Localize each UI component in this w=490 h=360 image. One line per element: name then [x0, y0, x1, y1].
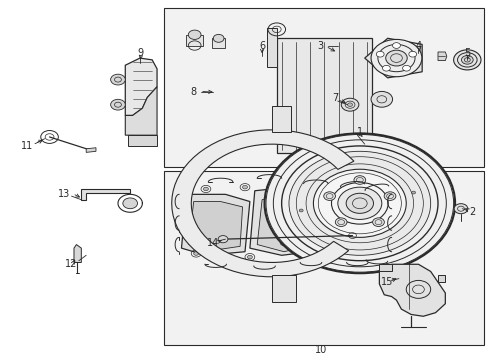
Circle shape [188, 30, 201, 40]
Circle shape [371, 40, 422, 77]
Circle shape [111, 99, 125, 110]
Circle shape [289, 151, 431, 255]
Circle shape [347, 103, 352, 107]
Circle shape [194, 252, 198, 255]
Polygon shape [277, 39, 372, 153]
Circle shape [386, 50, 407, 66]
Circle shape [218, 235, 228, 243]
Circle shape [372, 218, 384, 226]
Circle shape [376, 51, 384, 57]
Text: 12: 12 [65, 259, 78, 269]
Polygon shape [379, 264, 392, 271]
Polygon shape [74, 244, 81, 262]
Circle shape [354, 176, 366, 184]
Circle shape [111, 74, 125, 85]
Text: 10: 10 [315, 345, 327, 355]
Circle shape [384, 192, 396, 201]
Circle shape [296, 184, 301, 187]
Polygon shape [326, 193, 382, 255]
Text: 8: 8 [191, 87, 197, 97]
Circle shape [341, 98, 359, 111]
Text: 6: 6 [259, 41, 265, 50]
Circle shape [392, 42, 400, 48]
Text: 2: 2 [469, 207, 475, 217]
Polygon shape [438, 52, 447, 60]
Bar [164, 8, 485, 167]
Circle shape [462, 55, 473, 64]
Circle shape [314, 169, 406, 237]
Text: 13: 13 [58, 189, 71, 199]
Text: 14: 14 [207, 238, 220, 248]
Circle shape [311, 255, 316, 259]
Polygon shape [189, 202, 243, 250]
Polygon shape [125, 58, 157, 116]
Circle shape [383, 66, 391, 71]
Circle shape [265, 134, 455, 273]
Polygon shape [272, 107, 292, 132]
Circle shape [243, 185, 247, 189]
Polygon shape [172, 130, 354, 277]
Text: 9: 9 [137, 48, 143, 58]
Circle shape [299, 209, 303, 212]
Circle shape [335, 218, 347, 226]
Bar [164, 171, 485, 345]
Polygon shape [128, 135, 157, 146]
Polygon shape [267, 28, 277, 67]
Circle shape [403, 66, 411, 71]
Polygon shape [250, 187, 314, 255]
Circle shape [384, 252, 389, 255]
Polygon shape [181, 194, 250, 255]
Circle shape [412, 191, 416, 194]
Polygon shape [292, 153, 357, 167]
Polygon shape [272, 275, 296, 302]
Polygon shape [81, 189, 130, 200]
Circle shape [454, 204, 468, 214]
Text: 1: 1 [357, 127, 363, 136]
Circle shape [371, 91, 392, 107]
Polygon shape [212, 39, 225, 48]
Polygon shape [365, 38, 422, 78]
Circle shape [247, 255, 252, 259]
Circle shape [338, 187, 382, 220]
Circle shape [203, 187, 208, 191]
Circle shape [123, 198, 138, 209]
Polygon shape [86, 148, 96, 152]
Text: 11: 11 [22, 141, 34, 151]
Polygon shape [438, 275, 445, 282]
Polygon shape [257, 194, 306, 252]
Text: 5: 5 [464, 48, 470, 58]
Polygon shape [125, 87, 157, 135]
Polygon shape [186, 35, 203, 45]
Circle shape [346, 193, 373, 213]
Text: 15: 15 [381, 277, 393, 287]
Polygon shape [333, 202, 374, 252]
Text: 3: 3 [318, 41, 324, 50]
Text: 4: 4 [416, 41, 421, 50]
Text: 7: 7 [332, 93, 339, 103]
Circle shape [324, 192, 336, 201]
Circle shape [213, 35, 224, 42]
Circle shape [409, 51, 416, 57]
Circle shape [454, 50, 481, 70]
Polygon shape [379, 264, 445, 316]
